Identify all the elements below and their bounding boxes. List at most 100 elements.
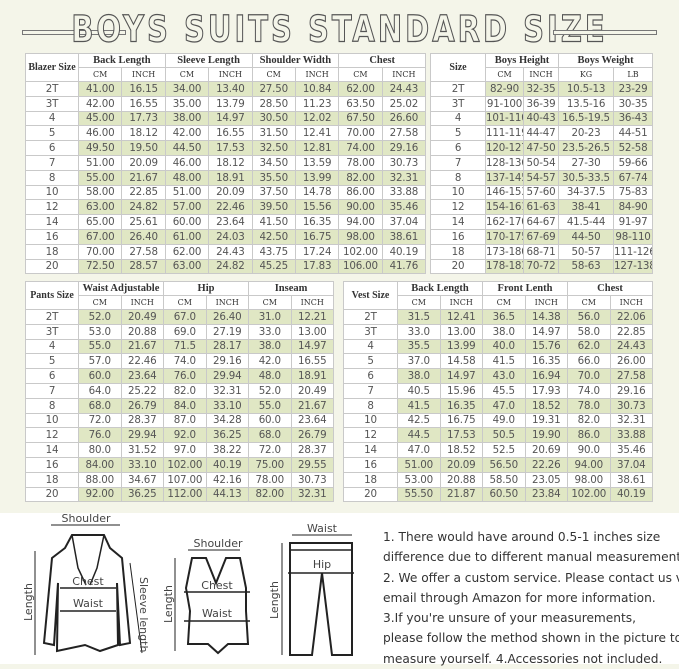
measurement-cell: 20.09 bbox=[121, 154, 166, 171]
measurement-cell: 22.85 bbox=[609, 323, 654, 340]
measurement-cell: 33.0 bbox=[248, 323, 292, 340]
measurement-cell: 86.00 bbox=[338, 184, 383, 201]
measurement-cell: 72.0 bbox=[78, 412, 122, 429]
pants-waist-label: Waist bbox=[307, 522, 338, 535]
measurement-cell: 42.00 bbox=[77, 95, 123, 112]
size-cell: 8 bbox=[25, 397, 79, 414]
measurement-cell: 38.00 bbox=[164, 110, 210, 127]
measurement-cell: 68-71 bbox=[522, 243, 560, 260]
table-row: 20 55.50 21.87 60.50 23.84 102.00 40.19 bbox=[343, 486, 654, 503]
measurement-cell: 75.00 bbox=[248, 456, 292, 473]
measurement-cell: 44-50 bbox=[558, 228, 615, 245]
measurement-cell: 29.55 bbox=[290, 456, 335, 473]
size-cell: 16 bbox=[430, 228, 486, 245]
measurement-cell: 42.5 bbox=[397, 412, 441, 429]
measurement-cell: 76.0 bbox=[163, 368, 207, 384]
title-rule-left bbox=[22, 30, 126, 35]
measurement-cell: 91-100 bbox=[485, 95, 524, 112]
measurement-cell: 29.16 bbox=[205, 353, 250, 370]
size-cell: 14 bbox=[25, 442, 79, 458]
measurement-cell: 50-57 bbox=[558, 243, 615, 260]
measurement-cell: 36.5 bbox=[482, 309, 526, 325]
measurement-cell: 54-57 bbox=[522, 169, 560, 186]
title-banner: BOYS SUITS STANDARD SIZE bbox=[0, 7, 679, 51]
measurement-cell: 16.5-19.5 bbox=[558, 110, 615, 127]
measurement-cell: 13.00 bbox=[439, 323, 483, 340]
measurement-cell: 41.00 bbox=[77, 81, 123, 97]
title-rule-right bbox=[553, 30, 657, 35]
unit-header: CM bbox=[164, 67, 210, 82]
measurement-cell: 40.5 bbox=[397, 382, 441, 399]
measurement-cell: 32-35 bbox=[522, 81, 560, 97]
size-cell: 12 bbox=[25, 427, 79, 444]
measurement-cell: 63.00 bbox=[164, 258, 210, 275]
size-cell: 14 bbox=[430, 214, 486, 230]
size-cell: 4 bbox=[430, 110, 486, 127]
measurement-cell: 98.00 bbox=[567, 471, 611, 488]
blazer-waist-label: Waist bbox=[73, 597, 104, 610]
pants-length-label: Length bbox=[268, 581, 281, 619]
note-line: email through Amazon for more informatio… bbox=[383, 590, 656, 605]
measurement-cell: 39.50 bbox=[251, 199, 296, 216]
measurement-cell: 34.00 bbox=[164, 81, 210, 97]
table-row: 2T 41.00 16.15 34.00 13.40 27.50 10.84 62.00 24.… bbox=[25, 81, 427, 97]
measurement-cell: 23-29 bbox=[613, 81, 654, 97]
measurement-cell: 12.02 bbox=[294, 110, 340, 127]
measurement-cell: 58.00 bbox=[77, 184, 123, 201]
measurement-cell: 34.67 bbox=[120, 471, 165, 488]
table-row: 20 72.50 28.57 63.00 24.82 45.25 17.83 106.00 41… bbox=[25, 258, 427, 275]
measurement-cell: 53.00 bbox=[397, 471, 441, 488]
table-row: 10 146-153 57-60 34-37.5 75-83 bbox=[430, 184, 654, 201]
measurement-cell: 106.00 bbox=[338, 258, 383, 275]
measurement-cell: 42.16 bbox=[205, 471, 250, 488]
measurement-cell: 71.5 bbox=[163, 338, 207, 355]
measurement-cell: 20.09 bbox=[208, 184, 253, 201]
table-row: 4 45.00 17.73 38.00 14.97 30.50 12.02 67.50 26.6… bbox=[25, 110, 427, 127]
measurement-cell: 15.76 bbox=[524, 338, 568, 355]
measurement-cell: 55.0 bbox=[78, 338, 122, 355]
table-row: 7 40.5 15.96 45.5 17.93 74.0 29.16 bbox=[343, 382, 654, 399]
unit-header: CM bbox=[163, 295, 207, 310]
measurement-cell: 49.50 bbox=[77, 140, 123, 156]
measurement-cell: 43.0 bbox=[482, 368, 526, 384]
measurement-cell: 24.82 bbox=[208, 258, 253, 275]
measurement-cell: 19.90 bbox=[524, 427, 568, 444]
measurement-cell: 27.58 bbox=[609, 368, 654, 384]
size-cell: 18 bbox=[343, 471, 398, 488]
measurement-cell: 40.19 bbox=[609, 486, 654, 503]
measurement-cell: 51.00 bbox=[77, 154, 123, 171]
size-cell: 8 bbox=[25, 169, 79, 186]
size-cell: 5 bbox=[25, 353, 79, 370]
measurement-cell: 67-69 bbox=[522, 228, 560, 245]
measurement-cell: 36.25 bbox=[120, 486, 165, 503]
measurement-cell: 16.35 bbox=[294, 214, 340, 230]
unit-header: LB bbox=[613, 67, 654, 82]
measurement-cell: 38.0 bbox=[482, 323, 526, 340]
size-cell: 4 bbox=[25, 110, 79, 127]
measurement-cell: 72.0 bbox=[248, 442, 292, 458]
blazer-shoulder-label: Shoulder bbox=[62, 513, 111, 525]
measurement-cell: 47.0 bbox=[482, 397, 526, 414]
size-cell: 20 bbox=[430, 258, 486, 275]
size-cell: 6 bbox=[25, 140, 79, 156]
measurement-cell: 31.52 bbox=[120, 442, 165, 458]
table-row: 5 46.00 18.12 42.00 16.55 31.50 12.41 70.00 27.5… bbox=[25, 125, 427, 142]
measurement-cell: 70.00 bbox=[77, 243, 123, 260]
measurement-cell: 31.5 bbox=[397, 309, 441, 325]
measurement-cell: 24.43 bbox=[381, 81, 427, 97]
measurement-cell: 20.88 bbox=[120, 323, 165, 340]
measurement-cell: 40.0 bbox=[482, 338, 526, 355]
measurement-cell: 19.50 bbox=[121, 140, 166, 156]
measurement-cell: 102.00 bbox=[338, 243, 383, 260]
measurement-cell: 35.5 bbox=[397, 338, 441, 355]
measurement-cell: 25.61 bbox=[121, 214, 166, 230]
unit-header: CM bbox=[77, 67, 123, 82]
column-group-header: Front Lenth bbox=[482, 281, 568, 296]
measurement-cell: 63.50 bbox=[338, 95, 383, 112]
measurement-cell: 28.17 bbox=[205, 338, 250, 355]
table-row: 20 92.00 36.25 112.00 44.13 82.00 32.31 bbox=[25, 486, 335, 503]
measurement-cell: 29.16 bbox=[381, 140, 427, 156]
measurement-cell: 146-153 bbox=[485, 184, 524, 201]
measurement-cell: 23.64 bbox=[290, 412, 335, 429]
size-cell: 12 bbox=[343, 427, 398, 444]
